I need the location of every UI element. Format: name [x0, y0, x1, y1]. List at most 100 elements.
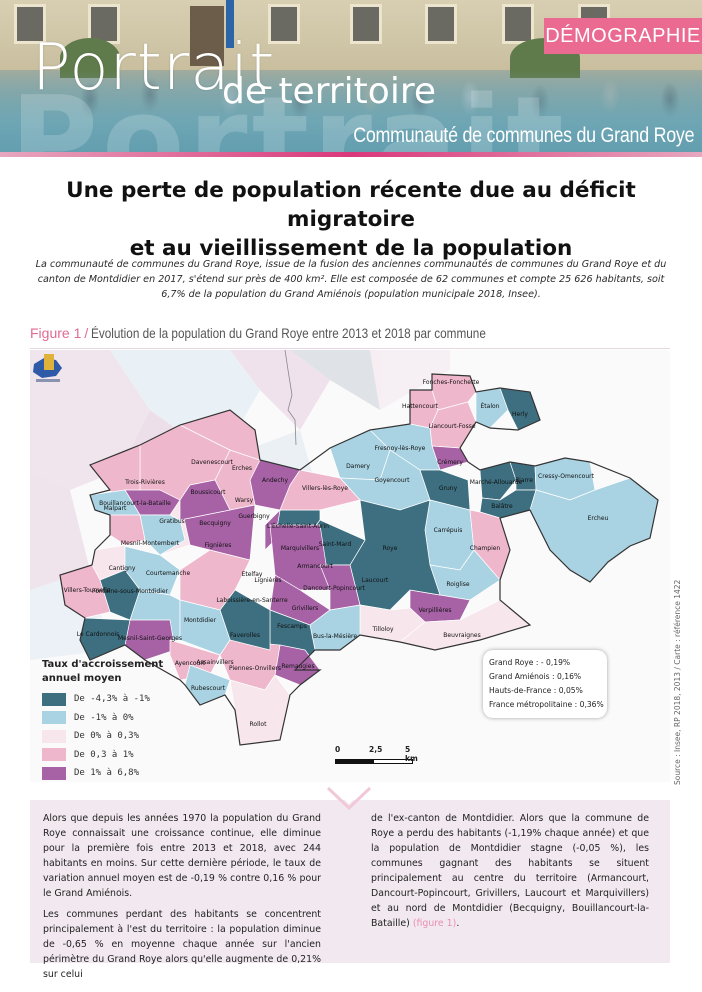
text-column-left: Alors que depuis les années 1970 la popu…: [43, 811, 321, 988]
commune-label: Lignières: [254, 577, 281, 584]
commune-label: Verpillières: [418, 607, 451, 614]
commune-label: Becquigny: [199, 520, 231, 527]
commune-label: Crémery: [437, 459, 463, 466]
commune-label: Mesnil-Montembert: [121, 540, 180, 547]
legend-swatch-pale-pink: [42, 729, 66, 743]
commune-label: Malpart: [104, 505, 127, 512]
choropleth-map: Fonches-Fonchette Hattencourt Liancourt-…: [30, 350, 670, 782]
comparison-stats-box: Grand Roye : - 0,19% Grand Amiénois : 0,…: [483, 650, 607, 718]
commune-label: Fontaine-sous-Montdidier: [92, 588, 169, 595]
commune-label: Fescamps: [277, 623, 307, 630]
legend-label: De -1% à 0%: [74, 712, 134, 723]
legend-title-line-2: annuel moyen: [42, 673, 122, 684]
window-shape: [350, 4, 382, 44]
commune-label: Fresnoy-lès-Roye: [375, 445, 426, 452]
commune-label: Warsy: [235, 497, 254, 504]
legend-item: De -1% à 0%: [42, 709, 212, 728]
paragraph: Les communes perdant des habitants se co…: [43, 909, 321, 980]
map-scale-bar: 0 2,5 5 km: [335, 745, 418, 764]
legend-item: De -4,3% à -1%: [42, 690, 212, 709]
window-shape: [425, 4, 457, 44]
commune-label: Herly: [512, 411, 528, 418]
commune-label: Bouillancourt-la-Bataille: [99, 500, 171, 507]
commune-label: Montdidier: [184, 617, 217, 624]
commune-label: Fonches-Fonchette: [423, 379, 480, 386]
legend-item: De 0,3 à 1%: [42, 746, 212, 765]
commune-label: Champien: [470, 545, 501, 552]
map-legend: Taux d'accroissement annuel moyen De -4,…: [42, 658, 212, 782]
commune-label: Rubescourt: [191, 685, 226, 692]
communes-layer: [59, 373, 659, 746]
commune-label: Damery: [346, 463, 370, 470]
page-title-line-1: Une perte de population récente due au d…: [66, 178, 636, 232]
commune-label: Hattencourt: [402, 403, 439, 410]
text-column-right: de l'ex-canton de Montdidier. Alors que …: [371, 811, 649, 937]
commune-label: Villers-lès-Roye: [302, 485, 348, 492]
stat-grand-roye: Grand Roye : - 0,19%: [489, 658, 571, 667]
accent-divider: [0, 152, 702, 157]
commune-label: Tilloloy: [371, 626, 393, 633]
ghost-title: Portrait: [10, 72, 568, 158]
commune-label: Ercheu: [588, 515, 609, 522]
commune-label: Liancourt-Fosse: [428, 423, 475, 430]
legend-label: De 1% à 6,8%: [74, 768, 140, 779]
chevron-down-icon: [326, 786, 372, 810]
window-shape: [502, 4, 534, 44]
legend-swatch-purple: [42, 766, 66, 780]
figure-title-text: Évolution de la population du Grand Roye…: [91, 325, 487, 341]
intro-paragraph: La communauté de communes du Grand Roye,…: [35, 259, 667, 300]
commune-label: Courtemanche: [146, 570, 191, 577]
commune-label: Etelfay: [242, 571, 263, 578]
commune-label: Étalon: [481, 402, 500, 410]
scale-label-2-5: 2,5: [369, 745, 383, 754]
commune-label: Roiglise: [446, 581, 470, 588]
analysis-text-box: [30, 800, 670, 963]
stat-hauts-de-france: Hauts-de-France : 0,05%: [489, 686, 583, 695]
figure-caption: Figure 1/Évolution de la population du G…: [30, 325, 670, 349]
section-tag-demographie: DÉMOGRAPHIE: [544, 18, 702, 54]
commune-label: Rollot: [250, 721, 268, 728]
commune-label: Biarre: [515, 477, 533, 484]
commune-label: Assainvillers: [196, 659, 233, 666]
stat-france-metropolitaine: France métropolitaine : 0,36%: [489, 700, 604, 709]
commune-label: Marché-Allouarde: [470, 479, 523, 486]
commune-label: Beuvraignes: [443, 632, 480, 639]
commune-label: Faverolles: [230, 632, 260, 639]
commune-label: Andechy: [262, 477, 289, 484]
figure-reference-link[interactable]: (figure 1): [412, 918, 457, 929]
door-shape: [190, 6, 224, 66]
page-title-line-2: et au vieillissement de la population: [129, 236, 573, 261]
commune-label: Carrépuis: [434, 527, 463, 534]
figure-number: Figure 1: [30, 325, 82, 341]
figure-separator: /: [84, 325, 89, 341]
banner-tint: [0, 70, 702, 157]
series-title-portrait: Portrait: [32, 31, 276, 105]
commune-label: Marquivillers: [281, 545, 319, 552]
commune-label: Laucourt: [362, 577, 389, 584]
commune-label: Guerbigny: [238, 513, 270, 520]
legend-label: De 0% à 0,3%: [74, 731, 140, 742]
territory-subtitle: Communauté de communes du Grand Roye: [352, 124, 694, 147]
commune-label: Le Cardonnois: [77, 631, 120, 638]
scale-label-5km: 5 km: [405, 745, 418, 763]
legend-item: De 0% à 0,3%: [42, 727, 212, 746]
commune-label: Remaugies: [281, 663, 314, 670]
agency-logo-icon: [33, 354, 62, 382]
commune-label: Ayencourt: [175, 660, 206, 667]
legend-label: De 0,3 à 1%: [74, 749, 134, 760]
legend-swatch-light-blue: [42, 711, 66, 725]
commune-label: Boussicourt: [190, 489, 226, 496]
commune-label: Bus-la-Mésière: [313, 633, 357, 640]
paragraph-text: de l'ex-canton de Montdidier. Alors que …: [371, 813, 649, 929]
flag-shape: [226, 0, 234, 48]
window-shape: [268, 4, 300, 44]
commune-label: Villers-Tournelle: [64, 587, 111, 594]
commune-label: Piennes-Onvillers: [229, 665, 281, 672]
commune-label: Armancourt: [297, 563, 333, 570]
legend-title-line-1: Taux d'accroissement: [42, 659, 164, 670]
commune-label: Cantigny: [109, 565, 136, 572]
commune-label: Balâtre: [491, 503, 513, 510]
commune-label: Cressy-Omencourt: [538, 473, 595, 480]
legend-label: De -4,3% à -1%: [74, 694, 150, 705]
legend-swatch-dark-blue: [42, 692, 66, 706]
